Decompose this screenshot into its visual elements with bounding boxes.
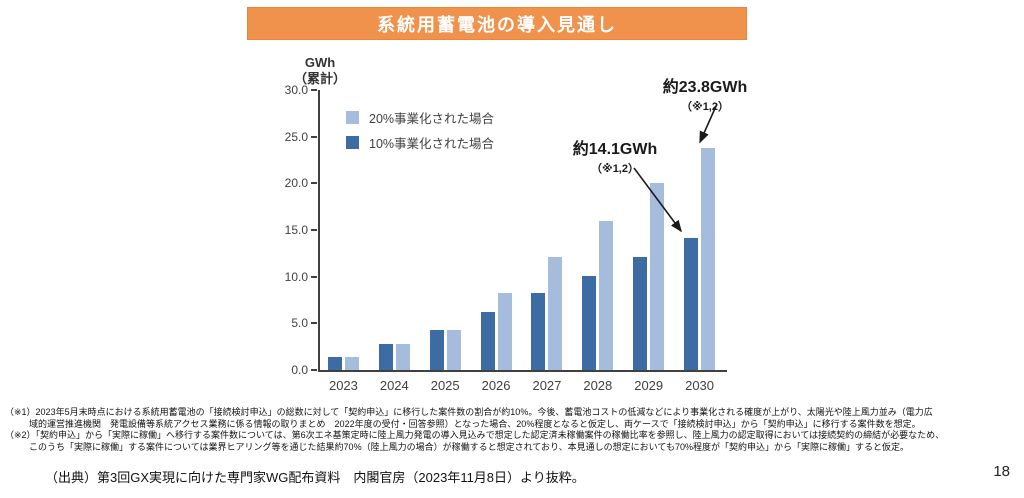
x-axis-label-2029: 2029 [634, 378, 664, 393]
annotation-2030-20pct-note: （※1,2） [681, 101, 729, 113]
bar-2023-20pct [344, 356, 359, 370]
x-axis-label-2024: 2024 [379, 378, 409, 393]
bar-2024-10pct [378, 343, 393, 370]
y-axis-unit-note: （累計） [293, 71, 346, 86]
y-axis-unit: GWh [304, 55, 336, 70]
x-axis-label-2023: 2023 [328, 378, 358, 393]
annotation-2030-20pct-value: 約23.8GWh [662, 79, 748, 96]
bar-2028-10pct [582, 275, 597, 370]
bar-2028-20pct [599, 220, 614, 370]
y-tick-label-15.0: 15.0 [284, 223, 308, 237]
y-tick-label-20.0: 20.0 [284, 176, 308, 191]
footnote-2-line-1: （※2）「契約申込」から「実際に稼働」へ移行する案件数については、第6次エネ基策… [5, 430, 945, 440]
y-tick-label-30.0: 30.0 [284, 83, 308, 97]
y-tick-mark-5.0 [311, 322, 317, 325]
bar-2025-10pct [429, 329, 444, 370]
annotation-2030-10pct: 約14.1GWh （※1,2） [553, 135, 677, 176]
source-citation: （出典）第3回GX実現に向けた専門家WG配布資料 内閣官房（2023年11月8日… [45, 470, 585, 485]
annotation-2030-10pct-value: 約14.1GWh [572, 141, 658, 158]
x-axis-label-2026: 2026 [481, 378, 511, 393]
bar-2024-20pct [395, 343, 410, 370]
page-number: 18 [993, 463, 1010, 480]
y-tick-mark-15.0 [311, 229, 317, 231]
annotation-2030-10pct-note: （※1,2） [591, 163, 639, 175]
y-axis-unit-label: GWh （累計） [288, 55, 352, 87]
x-axis-label-2027: 2027 [532, 378, 562, 393]
chart-legend: 20%事業化された場合 10%事業化された場合 [346, 110, 494, 160]
y-tick-mark-10.0 [311, 275, 317, 278]
bar-2030-20pct [701, 147, 716, 370]
bar-2029-20pct [650, 183, 665, 370]
y-tick-mark-25.0 [311, 135, 317, 138]
legend-swatch-10pct-icon [346, 136, 359, 149]
x-axis-label-2030: 2030 [685, 378, 715, 393]
x-axis-label-2028: 2028 [583, 378, 613, 393]
footnotes: （※1）2023年5月末時点における系統用蓄電池の「接続検討申込」の総数に対して… [5, 407, 944, 453]
legend-item-10pct: 10%事業化された場合 [346, 135, 495, 151]
footnote-2-line-2: このうち「実際に稼働」する案件については業界ヒアリング等を通じた結果約70%（陸… [29, 441, 909, 452]
page-title: 系統用蓄電池の導入見通し [247, 7, 747, 40]
y-tick-label-0.0: 0.0 [291, 363, 308, 377]
bar-2023-10pct [327, 356, 342, 370]
legend-label-20pct: 20%事業化された場合 [369, 112, 495, 126]
footnote-1-line-2: 域的運営推進機関 発電設備等系統アクセス業務に係る情報の取りまとめ 2022年度… [29, 418, 921, 429]
footnote-1-line-1: （※1）2023年5月末時点における系統用蓄電池の「接続検討申込」の総数に対して… [5, 407, 933, 417]
bar-2029-10pct [633, 257, 648, 370]
x-axis-label-2025: 2025 [430, 378, 460, 393]
bar-2026-20pct [497, 292, 512, 370]
y-tick-mark-0.0 [311, 369, 317, 371]
y-tick-label-5.0: 5.0 [291, 316, 308, 331]
bar-2025-20pct [446, 329, 461, 370]
legend-label-10pct: 10%事業化された場合 [369, 137, 495, 151]
plot-area [318, 90, 727, 372]
legend-item-20pct: 20%事業化された場合 [346, 110, 495, 126]
y-tick-label-25.0: 25.0 [284, 129, 308, 144]
annotation-2030-20pct: 約23.8GWh （※1,2） [641, 73, 769, 114]
bar-2026-10pct [480, 312, 495, 370]
y-tick-mark-20.0 [311, 182, 317, 185]
legend-swatch-20pct-icon [346, 111, 359, 124]
y-tick-label-10.0: 10.0 [284, 269, 308, 284]
bar-2027-10pct [531, 293, 546, 370]
bar-2027-20pct [548, 257, 563, 370]
bar-2030-10pct [684, 238, 699, 370]
y-tick-mark-30.0 [311, 89, 317, 91]
